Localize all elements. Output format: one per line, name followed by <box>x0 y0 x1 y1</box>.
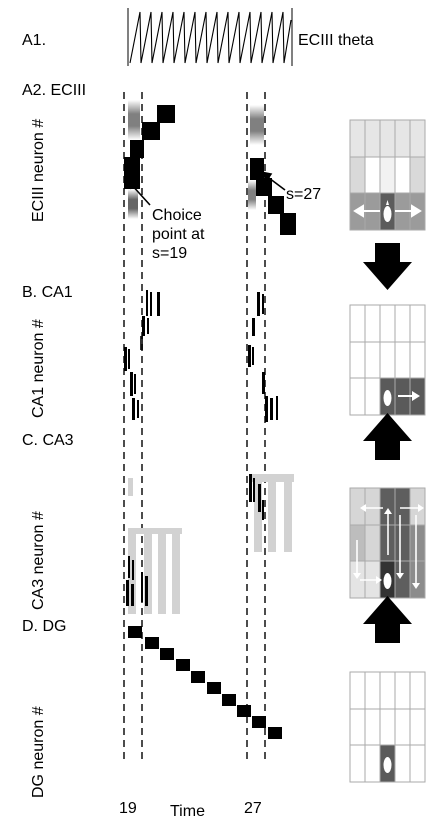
axis-label-ca3: CA3 neuron # <box>30 511 47 610</box>
axis-label-eciii: ECIII neuron # <box>30 118 47 222</box>
tick-27: 27 <box>244 800 262 817</box>
annotation-arrows <box>124 170 286 206</box>
ca1-raster <box>124 290 278 422</box>
maze-icon <box>349 487 426 599</box>
label-d: D. DG <box>22 618 67 635</box>
arrow-down-icon <box>363 243 412 290</box>
maze-icon <box>349 304 426 416</box>
maze-icon <box>349 671 426 783</box>
axis-label-time: Time <box>170 803 205 820</box>
dg-raster <box>128 626 282 739</box>
theta-wave <box>127 8 293 66</box>
label-choice-line2: point at <box>152 226 205 243</box>
label-a2: A2. ECIII <box>22 82 87 99</box>
label-choice-line3: s=19 <box>152 245 188 262</box>
maze-icon <box>349 119 426 231</box>
label-c: C. CA3 <box>22 432 74 449</box>
label-s27: s=27 <box>286 186 322 203</box>
time-markers <box>123 92 266 762</box>
tick-19: 19 <box>119 800 137 817</box>
label-choice-line1: Choice <box>152 207 202 224</box>
label-a1: A1. <box>22 32 47 49</box>
axis-label-ca1: CA1 neuron # <box>30 319 47 418</box>
label-ecIII-theta: ECIII theta <box>298 32 374 49</box>
arrow-up-icon <box>363 413 412 460</box>
rat-icon <box>383 200 392 222</box>
axis-label-dg: DG neuron # <box>30 706 47 798</box>
label-b: B. CA1 <box>22 284 73 301</box>
eciii-raster <box>124 100 296 235</box>
arrow-up-icon <box>363 596 412 643</box>
ca3-raster <box>126 474 294 614</box>
